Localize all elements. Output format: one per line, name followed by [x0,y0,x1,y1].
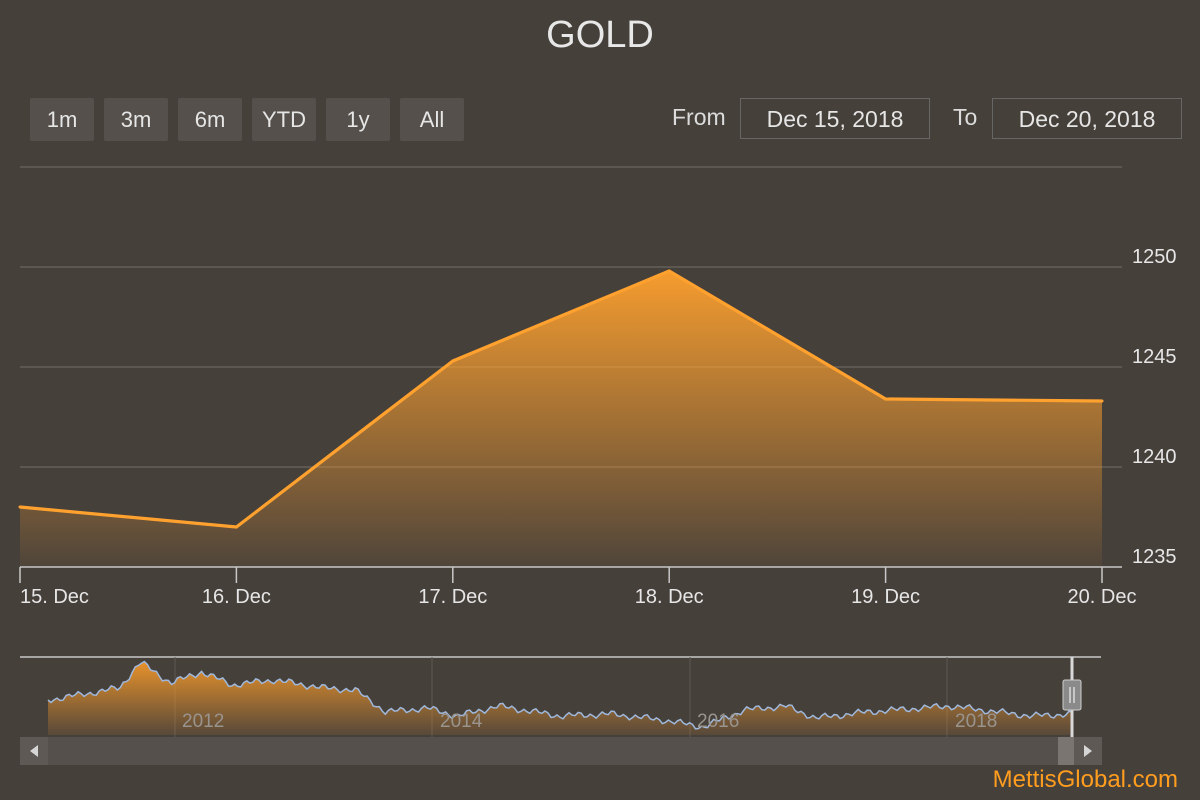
x-tick-label: 16. Dec [202,586,271,608]
data-point [667,269,671,273]
arrow-left-icon [30,745,38,757]
x-tick-label: 18. Dec [635,586,704,608]
from-label: From [672,104,726,130]
range-button-3m[interactable]: 3m [104,98,168,141]
data-point [234,525,238,529]
data-point [884,397,888,401]
range-button-6m[interactable]: 6m [178,98,242,141]
series-area [20,271,1102,567]
scrollbar-thumb[interactable] [1058,737,1074,765]
y-tick-label: 1240 [1132,446,1177,468]
to-label: To [953,104,978,130]
navigator-line [47,660,1073,730]
x-tick-label: 19. Dec [851,586,920,608]
scrollbar-track[interactable] [20,737,1102,765]
navigator-year-label: 2014 [440,711,483,732]
navigator-year-label: 2018 [955,711,997,732]
series-line [19,269,1103,529]
navigator-year-label: 2012 [182,711,224,732]
data-point [18,505,22,509]
range-button-all[interactable]: All [400,98,464,141]
range-selector: 1m 3m 6m YTD 1y All [30,98,464,141]
navigator-year-label: 2016 [697,711,739,732]
credit-link[interactable]: MettisGlobal.com [992,766,1178,793]
from-date-input[interactable]: Dec 15, 2018 [740,98,930,139]
data-point [1100,399,1104,403]
chart-title: GOLD [546,14,654,56]
data-point [451,359,455,363]
y-tick-label: 1235 [1132,546,1177,568]
navigator-area [48,661,1072,735]
y-tick-label: 1245 [1132,346,1177,368]
x-tick-label: 17. Dec [418,586,487,608]
arrow-right-icon [1084,745,1092,757]
navigator[interactable]: 2012 2014 2016 2018 [20,656,1101,765]
range-button-ytd[interactable]: YTD [252,98,316,141]
to-date-input[interactable]: Dec 20, 2018 [992,98,1182,139]
scrollbar[interactable] [20,737,1102,765]
y-tick-label: 1250 [1132,246,1177,268]
range-button-1y[interactable]: 1y [326,98,390,141]
range-button-1m[interactable]: 1m [30,98,94,141]
x-tick-label: 15. Dec [20,586,89,608]
navigator-handle[interactable] [1062,679,1082,711]
x-tick-label: 20. Dec [1068,586,1137,608]
